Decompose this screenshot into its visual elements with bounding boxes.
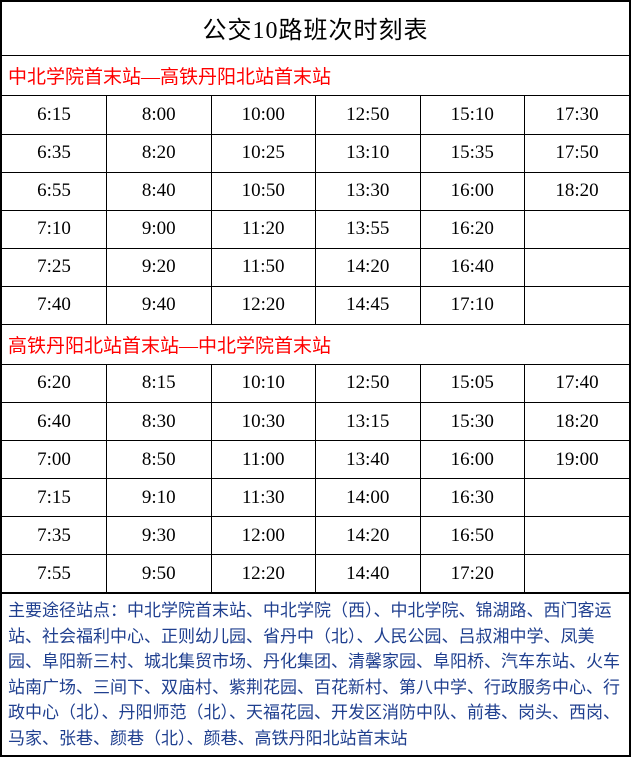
time-cell: 19:00 <box>525 441 630 479</box>
time-cell: 9:10 <box>107 479 212 517</box>
time-cell: 6:35 <box>2 134 107 172</box>
time-cell: 15:30 <box>420 403 525 441</box>
time-cell: 10:10 <box>211 365 316 403</box>
time-cell: 7:00 <box>2 441 107 479</box>
time-cell: 13:15 <box>316 403 421 441</box>
time-cell: 18:20 <box>525 172 630 210</box>
schedule-container: 公交10路班次时刻表 中北学院首末站—高铁丹阳北站首末站 6:158:0010:… <box>0 0 631 757</box>
time-cell: 12:20 <box>211 286 316 324</box>
time-cell <box>525 555 630 593</box>
time-cell: 8:20 <box>107 134 212 172</box>
time-cell <box>525 248 630 286</box>
time-cell: 8:00 <box>107 96 212 134</box>
time-cell: 9:40 <box>107 286 212 324</box>
table-row: 6:208:1510:1012:5015:0517:40 <box>2 365 629 403</box>
time-cell: 16:30 <box>420 479 525 517</box>
time-cell: 13:30 <box>316 172 421 210</box>
time-cell: 15:05 <box>420 365 525 403</box>
table-row: 7:359:3012:0014:2016:50 <box>2 517 629 555</box>
time-cell: 10:30 <box>211 403 316 441</box>
stops-section: 主要途径站点：中北学院首末站、中北学院（西）、中北学院、锦湖路、西门客运站、社会… <box>2 593 629 755</box>
time-cell: 17:40 <box>525 365 630 403</box>
table-row: 7:159:1011:3014:0016:30 <box>2 479 629 517</box>
time-cell: 7:15 <box>2 479 107 517</box>
time-cell: 7:35 <box>2 517 107 555</box>
time-cell: 7:25 <box>2 248 107 286</box>
time-cell: 11:20 <box>211 210 316 248</box>
time-cell: 16:20 <box>420 210 525 248</box>
time-cell: 11:50 <box>211 248 316 286</box>
direction-header-1: 中北学院首末站—高铁丹阳北站首末站 <box>2 56 629 96</box>
time-cell: 16:00 <box>420 172 525 210</box>
table-row: 7:008:5011:0013:4016:0019:00 <box>2 441 629 479</box>
time-cell: 12:50 <box>316 365 421 403</box>
time-cell: 14:20 <box>316 517 421 555</box>
time-cell: 7:55 <box>2 555 107 593</box>
table-row: 6:558:4010:5013:3016:0018:20 <box>2 172 629 210</box>
time-cell: 7:40 <box>2 286 107 324</box>
table-row: 6:158:0010:0012:5015:1017:30 <box>2 96 629 134</box>
time-cell: 12:00 <box>211 517 316 555</box>
table-row: 6:358:2010:2513:1015:3517:50 <box>2 134 629 172</box>
time-cell: 9:00 <box>107 210 212 248</box>
time-cell: 14:45 <box>316 286 421 324</box>
time-cell: 16:40 <box>420 248 525 286</box>
time-cell <box>525 517 630 555</box>
time-cell: 17:20 <box>420 555 525 593</box>
time-cell: 6:55 <box>2 172 107 210</box>
time-cell: 8:15 <box>107 365 212 403</box>
time-cell: 11:30 <box>211 479 316 517</box>
time-cell: 10:00 <box>211 96 316 134</box>
time-cell: 15:35 <box>420 134 525 172</box>
table-row: 7:409:4012:2014:4517:10 <box>2 286 629 324</box>
page-title: 公交10路班次时刻表 <box>2 2 629 56</box>
time-cell: 6:15 <box>2 96 107 134</box>
time-cell: 17:50 <box>525 134 630 172</box>
time-cell: 14:20 <box>316 248 421 286</box>
time-cell: 11:00 <box>211 441 316 479</box>
direction-header-2: 高铁丹阳北站首末站—中北学院首末站 <box>2 325 629 365</box>
time-cell: 14:40 <box>316 555 421 593</box>
timetable-1: 6:158:0010:0012:5015:1017:306:358:2010:2… <box>2 96 629 325</box>
time-cell: 9:30 <box>107 517 212 555</box>
time-cell: 16:00 <box>420 441 525 479</box>
time-cell: 10:50 <box>211 172 316 210</box>
time-cell: 8:40 <box>107 172 212 210</box>
timetable-2: 6:208:1510:1012:5015:0517:406:408:3010:3… <box>2 365 629 594</box>
time-cell: 7:10 <box>2 210 107 248</box>
time-cell: 17:30 <box>525 96 630 134</box>
time-cell <box>525 286 630 324</box>
time-cell: 16:50 <box>420 517 525 555</box>
table-row: 7:259:2011:5014:2016:40 <box>2 248 629 286</box>
table-row: 7:109:0011:2013:5516:20 <box>2 210 629 248</box>
time-cell <box>525 479 630 517</box>
time-cell: 13:10 <box>316 134 421 172</box>
time-cell: 6:40 <box>2 403 107 441</box>
time-cell: 10:25 <box>211 134 316 172</box>
table-row: 6:408:3010:3013:1515:3018:20 <box>2 403 629 441</box>
time-cell: 9:50 <box>107 555 212 593</box>
time-cell: 15:10 <box>420 96 525 134</box>
time-cell: 12:50 <box>316 96 421 134</box>
time-cell: 13:55 <box>316 210 421 248</box>
time-cell: 9:20 <box>107 248 212 286</box>
time-cell: 8:30 <box>107 403 212 441</box>
time-cell: 18:20 <box>525 403 630 441</box>
table-row: 7:559:5012:2014:4017:20 <box>2 555 629 593</box>
time-cell: 6:20 <box>2 365 107 403</box>
time-cell: 17:10 <box>420 286 525 324</box>
time-cell: 8:50 <box>107 441 212 479</box>
time-cell: 13:40 <box>316 441 421 479</box>
time-cell: 12:20 <box>211 555 316 593</box>
time-cell <box>525 210 630 248</box>
time-cell: 14:00 <box>316 479 421 517</box>
